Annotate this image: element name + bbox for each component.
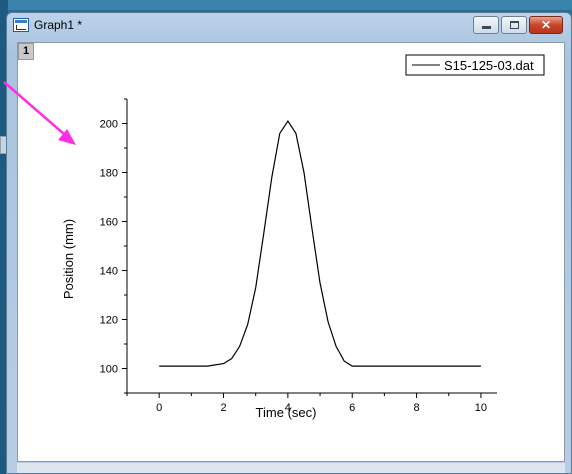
desktop-background-top (0, 0, 572, 10)
x-tick-label: 0 (156, 402, 162, 414)
graph-window[interactable]: Graph1 * ✕ 1 S15-125-03.dat 0 2 4 6 8 10 100 12… (6, 12, 572, 474)
graph-page[interactable]: 1 S15-125-03.dat 0 2 4 6 8 10 100 120 140 160 180 2… (17, 42, 565, 462)
window-title: Graph1 * (34, 18, 83, 32)
annotation-arrow-line (3, 81, 65, 135)
y-tick-label: 120 (100, 315, 118, 327)
x-tick-label: 4 (285, 402, 291, 414)
maximize-icon (502, 17, 526, 33)
y-tick-label: 200 (100, 119, 118, 131)
graph-window-icon[interactable] (13, 18, 29, 32)
y-tick-label: 100 (100, 364, 118, 376)
axes: 0 2 4 6 8 10 100 120 140 160 180 200 (100, 98, 497, 414)
close-button[interactable]: ✕ (529, 16, 563, 34)
series-line[interactable] (159, 120, 481, 367)
layer-number-badge[interactable]: 1 (18, 43, 34, 60)
legend-label: S15-125-03.dat (444, 58, 534, 73)
y-tick-label: 140 (100, 266, 118, 278)
window-titlebar[interactable]: Graph1 * ✕ (7, 13, 571, 39)
desktop-background-left (0, 0, 8, 474)
minimize-button[interactable] (473, 16, 499, 34)
legend[interactable]: S15-125-03.dat (405, 54, 545, 76)
y-axis-label: Position (mm) (61, 219, 76, 299)
close-icon: ✕ (540, 18, 552, 32)
x-tick-label: 10 (475, 402, 487, 414)
maximize-button[interactable] (501, 16, 527, 34)
window-statusbar (17, 463, 565, 473)
legend-box (405, 54, 545, 76)
x-tick-label: 8 (414, 402, 420, 414)
line-chart: S15-125-03.dat 0 2 4 6 8 10 100 120 140 160 180 200… (61, 54, 545, 420)
x-tick-label: 6 (349, 402, 355, 414)
minimize-icon (474, 17, 498, 33)
y-tick-label: 180 (100, 168, 118, 180)
y-tick-label: 160 (100, 217, 118, 229)
x-tick-label: 2 (220, 402, 226, 414)
annotation-arrow-head (58, 129, 76, 145)
x-axis-label: Time (sec) (256, 405, 317, 420)
